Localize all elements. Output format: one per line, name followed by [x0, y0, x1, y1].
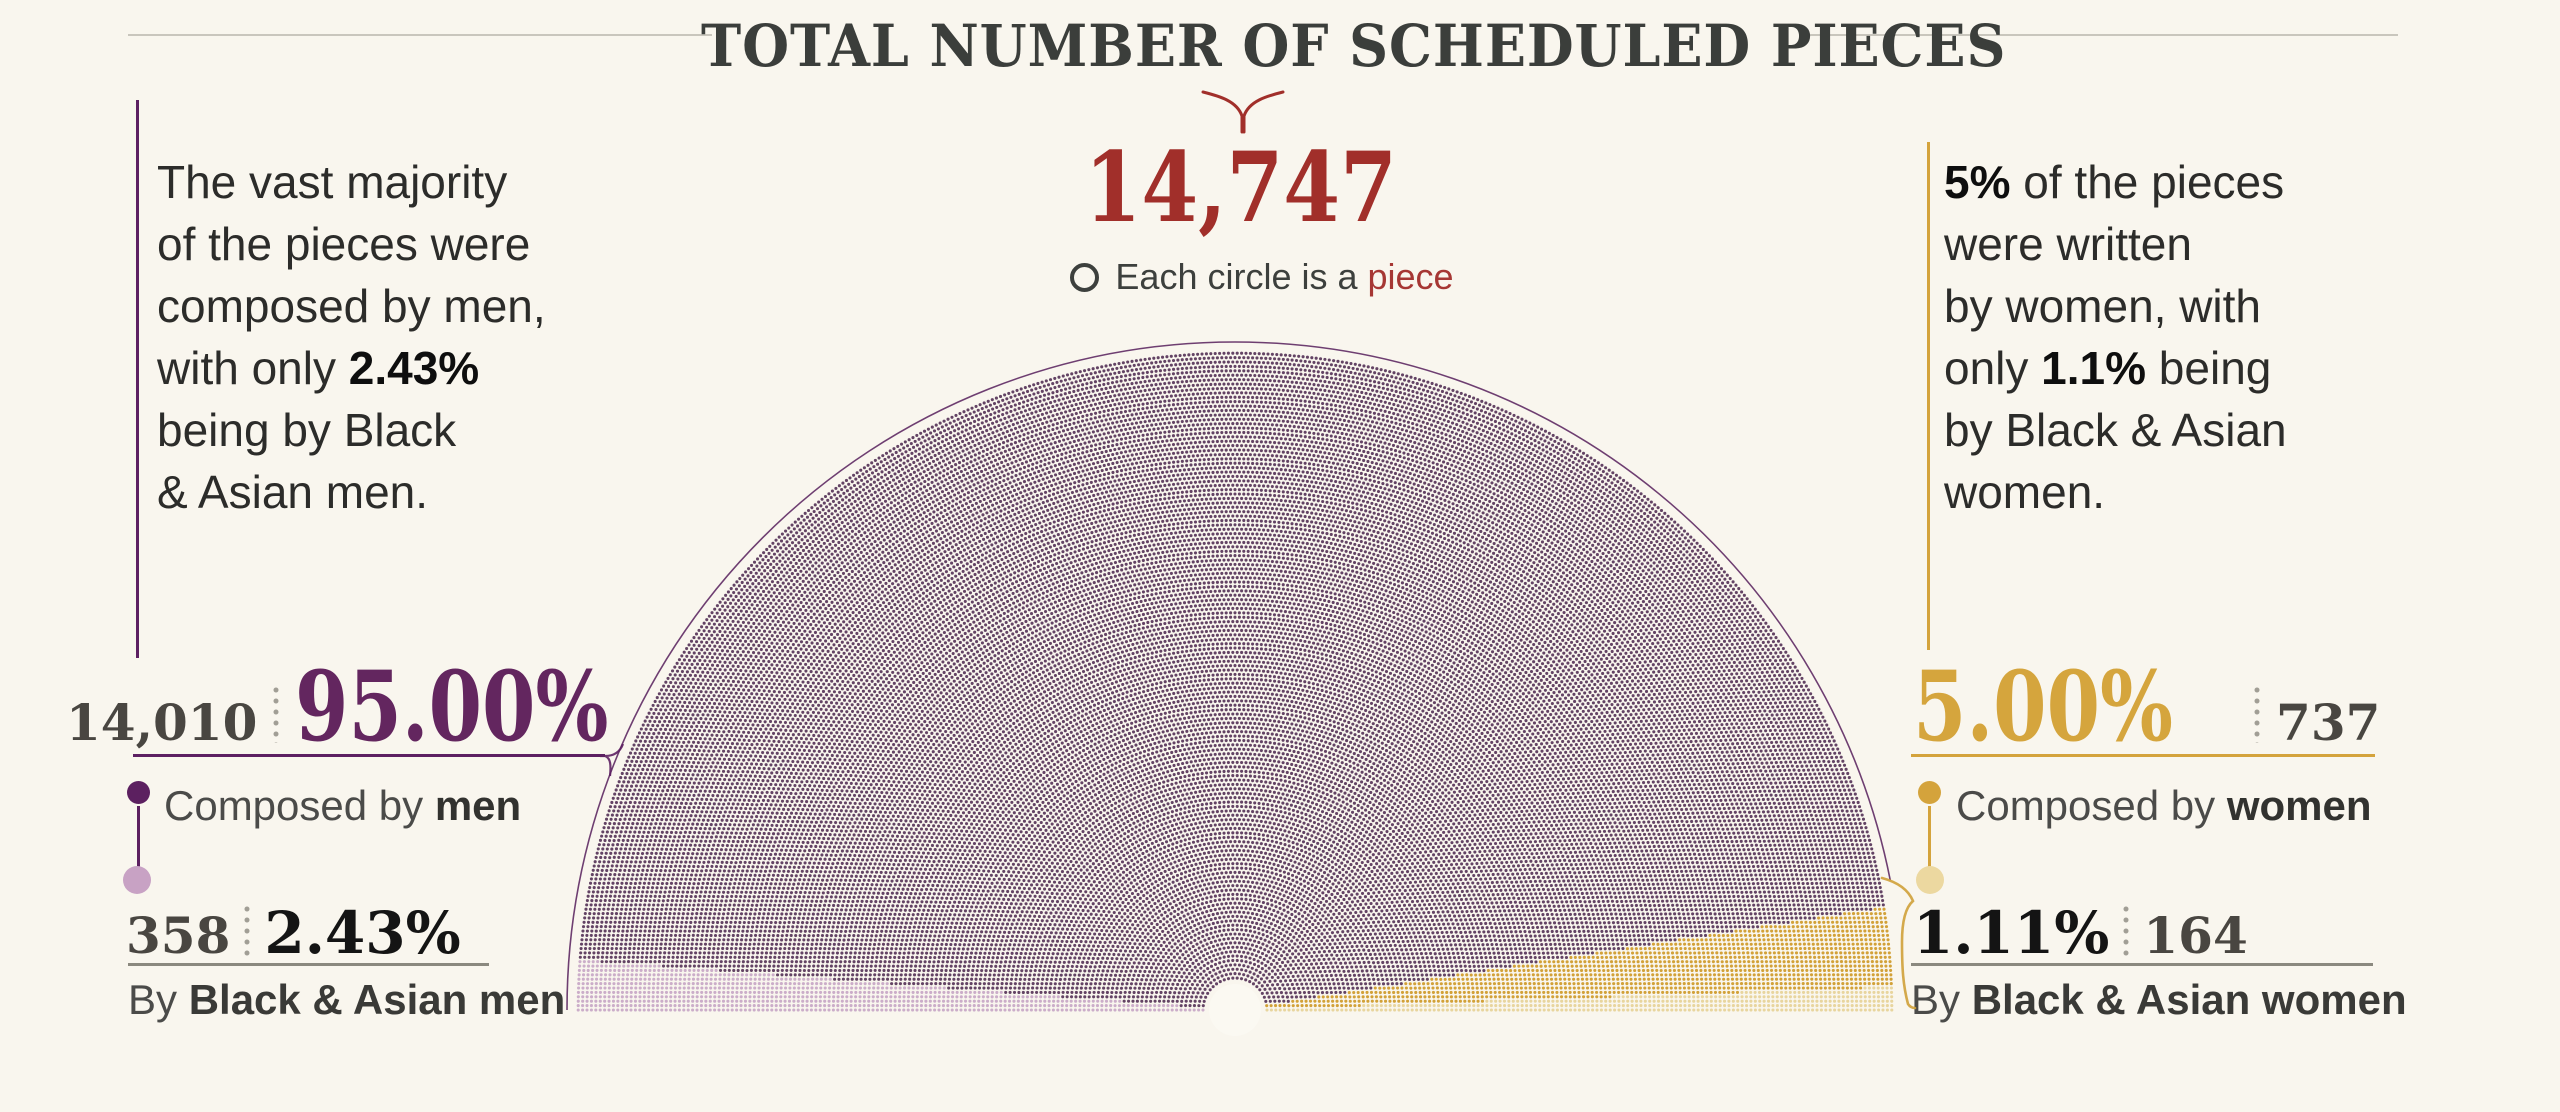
- text-segment: composed by men,: [157, 280, 546, 332]
- text-segment: & Asian men.: [157, 466, 429, 518]
- left-annotation-rule: [136, 100, 139, 658]
- black-asian-women-underline: [1911, 963, 2373, 966]
- page-title: TOTAL NUMBER OF SCHEDULED PIECES: [701, 12, 2007, 80]
- total-pieces-value: 14,747: [1084, 131, 1398, 244]
- black-asian-women-count: 164: [2143, 906, 2248, 965]
- black-asian-men-legend-dot: [123, 866, 151, 894]
- women-count: 737: [2276, 693, 2381, 752]
- annotation-line: women.: [1944, 461, 2287, 523]
- annotation-line: were written: [1944, 213, 2287, 275]
- annotation-line: by women, with: [1944, 275, 2287, 337]
- dotted-divider: [2123, 906, 2130, 956]
- text-segment: Black & Asian men: [188, 976, 566, 1023]
- total-pointer-brace-icon: [1201, 90, 1285, 134]
- annotation-line: The vast majority: [157, 151, 546, 213]
- annotation-line: by Black & Asian: [1944, 399, 2287, 461]
- men-count: 14,010: [66, 693, 258, 752]
- annotation-line: with only 2.43%: [157, 337, 546, 399]
- text-segment: with only: [157, 342, 349, 394]
- black-asian-men-count: 358: [126, 906, 231, 965]
- dotted-divider: [2254, 687, 2261, 743]
- text-segment: Composed by: [164, 782, 435, 829]
- chart-key-label: Each circle is a piece: [1115, 256, 1453, 298]
- text-segment: were written: [1944, 218, 2192, 270]
- right-annotation: 5% of the pieces were written by women, wi…: [1944, 151, 2287, 523]
- text-segment: of the pieces were: [157, 218, 531, 270]
- men-subset-connector: [137, 806, 140, 868]
- pieces-semicircle-dot-chart: [520, 300, 1970, 1070]
- annotation-line: being by Black: [157, 399, 546, 461]
- black-asian-men-stat-row: 358 2.43%: [126, 899, 461, 967]
- black-asian-men-caption: By Black & Asian men: [128, 976, 565, 1024]
- text-segment: being: [2146, 342, 2272, 394]
- men-legend-label: Composed by men: [164, 782, 521, 830]
- text-segment: By: [128, 976, 189, 1023]
- text-segment: 1.1%: [2041, 342, 2147, 394]
- men-legend-dot: [127, 781, 150, 804]
- dotted-divider: [273, 687, 280, 743]
- text-segment: being by Black: [157, 404, 457, 456]
- left-annotation: The vast majority of the pieces were compo…: [157, 151, 546, 523]
- chart-key: Each circle is a piece: [962, 256, 1562, 298]
- text-segment: The vast majority: [157, 156, 508, 208]
- annotation-line: only 1.1% being: [1944, 337, 2287, 399]
- text-segment: women.: [1944, 466, 2106, 518]
- header-rule-left: [128, 34, 712, 36]
- black-asian-men-percent: 2.43%: [264, 899, 461, 967]
- men-stat-underline: [133, 754, 605, 757]
- annotation-line: composed by men,: [157, 275, 546, 337]
- circle-key-icon: [1070, 262, 1100, 292]
- text-segment: 5%: [1944, 156, 2011, 208]
- text-segment: piece: [1367, 256, 1454, 297]
- text-segment: Black & Asian women: [1971, 976, 2407, 1023]
- text-segment: women: [2226, 782, 2372, 829]
- header-rule-right: [1806, 34, 2398, 36]
- black-asian-women-caption: By Black & Asian women: [1911, 976, 2407, 1024]
- women-stat-row: 5.00% 737: [1913, 650, 2380, 763]
- annotation-line: of the pieces were: [157, 213, 546, 275]
- women-stat-underline: [1911, 754, 2375, 757]
- text-segment: 2.43%: [348, 342, 480, 394]
- text-segment: Composed by: [1956, 782, 2227, 829]
- text-segment: Each circle is a: [1115, 256, 1368, 297]
- text-segment: by women, with: [1944, 280, 2262, 332]
- text-segment: by Black & Asian: [1944, 404, 2287, 456]
- women-legend-label: Composed by women: [1956, 782, 2372, 830]
- annotation-line: & Asian men.: [157, 461, 546, 523]
- dotted-divider: [244, 906, 251, 956]
- text-segment: men: [434, 782, 522, 829]
- text-segment: of the pieces: [2010, 156, 2285, 208]
- annotation-line: 5% of the pieces: [1944, 151, 2287, 213]
- black-asian-men-underline: [128, 963, 489, 966]
